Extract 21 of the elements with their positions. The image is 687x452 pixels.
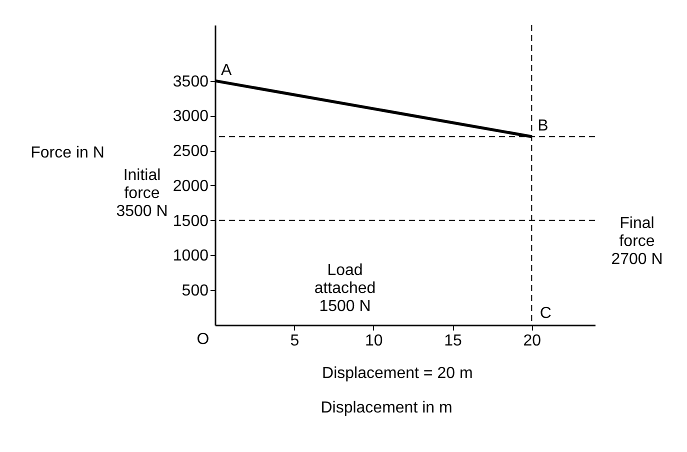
y-axis-title: Force in N [30,144,104,162]
x-tick-label: 20 [523,332,542,350]
y-tick-label: 1000 [172,248,209,265]
y-tick-label: 3500 [172,73,209,90]
annotation: B [538,118,548,135]
annotation: A [221,62,232,79]
y-tick-label: 2000 [172,178,209,195]
x-axis-title: Displacement in m [320,400,452,416]
annotation: C [540,305,552,322]
x-tick-label: 15 [444,332,462,350]
y-tick-label: 2500 [172,143,209,160]
text: Displacement = 20 m [322,365,473,382]
text: Initial force 3500 N [116,167,168,220]
annotation: Load attached 1500 N [314,262,376,315]
text: O [196,331,210,348]
y-tick-label: 3000 [172,108,209,126]
x-tick-label: 5 [290,332,300,350]
y-tick-label: 1500 [172,212,209,230]
text: Final force 2700 N [611,215,663,268]
x-tick-label: 10 [364,332,383,350]
y-tick-label: 500 [182,282,209,300]
